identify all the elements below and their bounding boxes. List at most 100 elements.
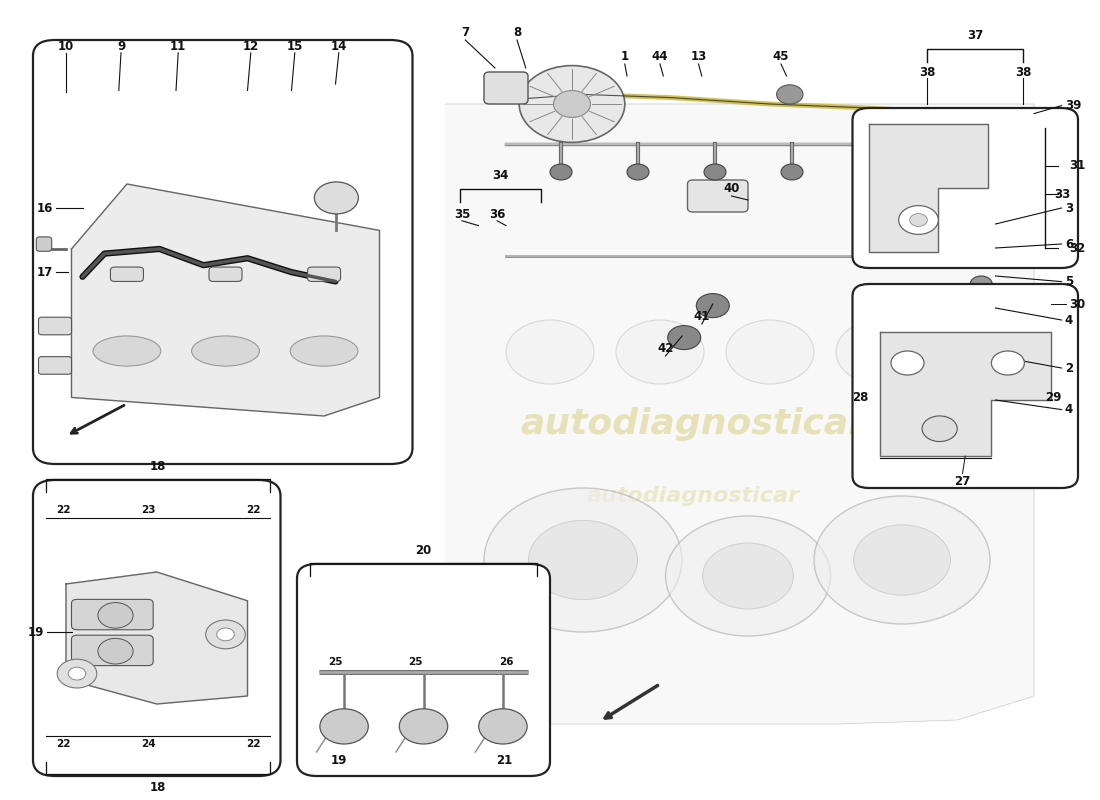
Circle shape: [970, 204, 992, 220]
Text: 37: 37: [967, 30, 983, 42]
Circle shape: [858, 164, 880, 180]
Text: 7: 7: [461, 26, 470, 38]
Text: 38: 38: [920, 66, 935, 78]
Text: 18: 18: [150, 781, 166, 794]
Circle shape: [528, 520, 638, 600]
Text: 10: 10: [58, 40, 74, 53]
Text: 32: 32: [1069, 242, 1086, 254]
Text: 6: 6: [1065, 238, 1072, 250]
Circle shape: [627, 164, 649, 180]
Text: 34: 34: [493, 170, 508, 182]
Circle shape: [217, 628, 234, 641]
Text: 1: 1: [620, 50, 629, 62]
Text: 22: 22: [56, 739, 72, 749]
Text: 29: 29: [1046, 391, 1062, 404]
Circle shape: [519, 66, 625, 142]
Circle shape: [814, 496, 990, 624]
Text: 30: 30: [1069, 298, 1086, 310]
Polygon shape: [72, 184, 379, 416]
Text: 13: 13: [691, 50, 706, 62]
Circle shape: [668, 326, 701, 350]
Circle shape: [836, 320, 924, 384]
Polygon shape: [880, 332, 1050, 456]
Circle shape: [970, 240, 992, 256]
Text: 42: 42: [658, 342, 673, 354]
Text: 9: 9: [117, 40, 125, 53]
Text: 31: 31: [1069, 159, 1086, 172]
Circle shape: [704, 164, 726, 180]
Circle shape: [696, 294, 729, 318]
Circle shape: [206, 620, 245, 649]
FancyBboxPatch shape: [33, 40, 412, 464]
FancyBboxPatch shape: [688, 180, 748, 212]
Text: 8: 8: [513, 26, 521, 38]
Text: 36: 36: [490, 208, 505, 221]
Circle shape: [922, 416, 957, 442]
Ellipse shape: [191, 336, 260, 366]
Circle shape: [777, 85, 803, 104]
Circle shape: [854, 525, 950, 595]
Text: autodiagnosticar: autodiagnosticar: [520, 407, 866, 441]
Circle shape: [399, 709, 448, 744]
FancyBboxPatch shape: [36, 237, 52, 251]
Text: 17: 17: [36, 266, 53, 278]
Polygon shape: [446, 104, 1034, 724]
Circle shape: [666, 516, 830, 636]
Text: 26: 26: [498, 658, 514, 667]
Circle shape: [98, 638, 133, 664]
Circle shape: [781, 164, 803, 180]
Text: 38: 38: [1015, 66, 1031, 78]
Text: 5: 5: [1065, 275, 1072, 288]
Text: 22: 22: [245, 505, 261, 514]
Text: 41: 41: [694, 310, 710, 322]
Text: 19: 19: [331, 754, 346, 766]
Ellipse shape: [290, 336, 358, 366]
FancyBboxPatch shape: [852, 108, 1078, 268]
Circle shape: [478, 709, 527, 744]
Circle shape: [726, 320, 814, 384]
Text: 15: 15: [287, 40, 303, 53]
Text: 25: 25: [408, 658, 424, 667]
FancyBboxPatch shape: [308, 267, 341, 282]
Text: 28: 28: [852, 391, 868, 404]
Text: 4: 4: [1065, 403, 1072, 416]
Text: 14: 14: [331, 40, 346, 53]
Circle shape: [970, 356, 992, 372]
Circle shape: [899, 206, 938, 234]
FancyBboxPatch shape: [297, 564, 550, 776]
Text: 4: 4: [1065, 314, 1072, 326]
Circle shape: [991, 351, 1024, 375]
Text: 33: 33: [1054, 188, 1070, 201]
Text: autodiagnosticar: autodiagnosticar: [586, 486, 800, 506]
Text: 12: 12: [243, 40, 258, 53]
Circle shape: [484, 488, 682, 632]
Text: 27: 27: [955, 475, 970, 488]
Polygon shape: [66, 572, 248, 704]
Circle shape: [98, 602, 133, 628]
Text: 35: 35: [454, 208, 470, 221]
Text: 22: 22: [245, 739, 261, 749]
Text: 39: 39: [1065, 99, 1081, 112]
Circle shape: [550, 164, 572, 180]
Text: 16: 16: [36, 202, 53, 214]
Text: 22: 22: [56, 505, 72, 514]
Text: 20: 20: [416, 544, 431, 557]
Circle shape: [315, 182, 359, 214]
Circle shape: [970, 396, 992, 412]
Text: 21: 21: [496, 754, 512, 766]
FancyBboxPatch shape: [72, 635, 153, 666]
FancyBboxPatch shape: [484, 72, 528, 104]
Circle shape: [891, 351, 924, 375]
Text: 2: 2: [1065, 362, 1072, 374]
Circle shape: [970, 276, 992, 292]
Circle shape: [506, 320, 594, 384]
Polygon shape: [869, 124, 988, 252]
Text: 44: 44: [651, 50, 669, 62]
Circle shape: [703, 543, 793, 609]
Circle shape: [616, 320, 704, 384]
Circle shape: [970, 312, 992, 328]
Text: 3: 3: [1065, 202, 1072, 214]
FancyBboxPatch shape: [39, 357, 72, 374]
FancyBboxPatch shape: [39, 317, 72, 334]
FancyBboxPatch shape: [209, 267, 242, 282]
